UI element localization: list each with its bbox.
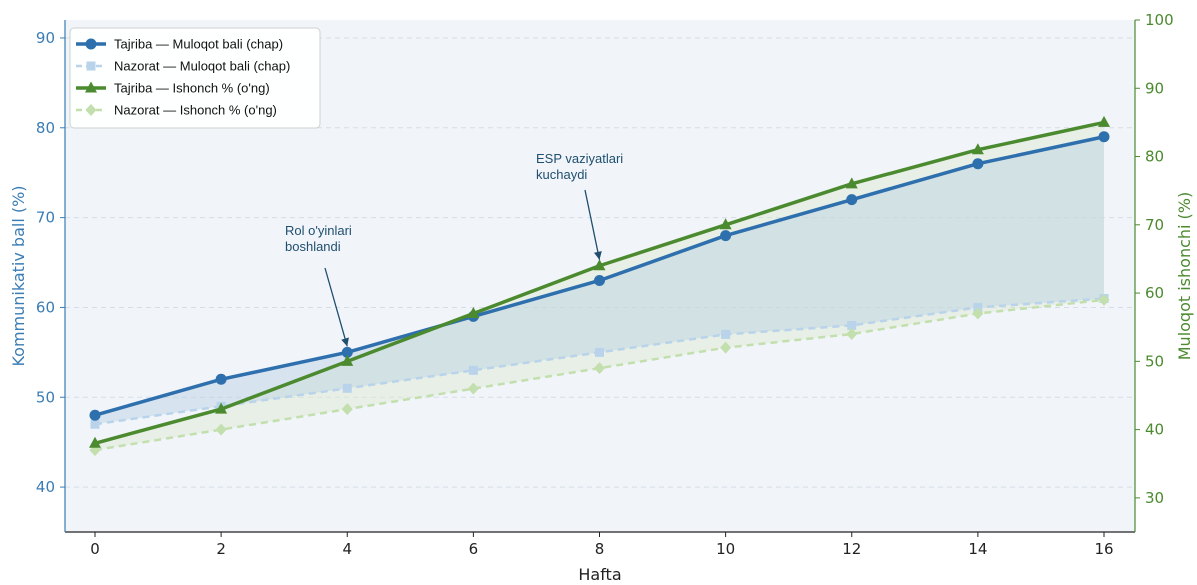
- data-point: [595, 347, 604, 357]
- data-point: [341, 403, 353, 416]
- tick-label: 2: [216, 540, 226, 558]
- legend-entry: Tajriba — Ishonch % (o'ng): [76, 81, 270, 96]
- annotation-text: ESP vaziyatlari: [536, 151, 623, 166]
- data-point: [341, 346, 353, 358]
- tick-label: 80: [36, 119, 55, 137]
- series-line: [94, 298, 1105, 452]
- data-point: [593, 259, 606, 271]
- legend-marker: [85, 81, 97, 93]
- tick-label: 0: [90, 540, 100, 558]
- data-point: [341, 354, 354, 366]
- tick-label: 12: [842, 540, 861, 558]
- data-point: [972, 158, 984, 170]
- annotation-arrowhead: [593, 251, 602, 260]
- legend-marker: [86, 61, 96, 71]
- tick-label: 70: [1145, 216, 1164, 234]
- data-point: [215, 402, 228, 414]
- data-point: [594, 362, 605, 375]
- annotation-arrow: [324, 267, 348, 347]
- legend-marker: [85, 104, 97, 116]
- tick-label: 40: [1145, 421, 1164, 439]
- legend-label: Nazorat — Ishonch % (o'ng): [114, 103, 277, 118]
- data-point: [720, 341, 732, 354]
- tick-label: 70: [36, 209, 55, 227]
- x-axis: 0 2 4 6 8 10 12 14 16: [90, 532, 1114, 558]
- legend-label: Nazorat — Muloqot bali (chap): [114, 59, 290, 74]
- data-point: [467, 382, 479, 395]
- legend-entry: Tajriba — Muloqot bali (chap): [76, 37, 283, 52]
- legend-entry: Nazorat — Muloqot bali (chap): [76, 59, 290, 74]
- data-point: [719, 218, 732, 230]
- tick-label: 60: [1145, 284, 1164, 302]
- data-point: [972, 307, 984, 320]
- tick-label: 50: [1145, 352, 1164, 370]
- annotation-text: Rol o'yinlari: [285, 223, 352, 238]
- annotation-arrowhead: [341, 337, 349, 347]
- data-point: [846, 328, 858, 341]
- legend-label: Tajriba — Ishonch % (o'ng): [114, 81, 270, 96]
- tick-label: 30: [1145, 489, 1164, 507]
- data-point: [468, 365, 478, 375]
- data-point: [215, 373, 227, 385]
- data-point: [973, 302, 983, 312]
- tick-label: 14: [968, 540, 987, 558]
- data-point: [845, 177, 858, 189]
- data-point: [467, 307, 480, 319]
- legend-entry: Nazorat — Ishonch % (o'ng): [76, 103, 277, 118]
- data-point: [594, 274, 605, 286]
- series-1: [89, 131, 1110, 421]
- data-point: [215, 423, 227, 436]
- tick-label: 50: [36, 388, 55, 406]
- grid: [65, 37, 1135, 488]
- tick-label: 10: [716, 540, 735, 558]
- series-3: [89, 115, 1110, 448]
- tick-label: 100: [1145, 11, 1174, 29]
- tick-label: 6: [469, 540, 479, 558]
- data-point: [721, 329, 731, 339]
- annotation-text: kuchaydi: [536, 167, 587, 182]
- data-point: [847, 320, 857, 330]
- tick-label: 8: [595, 540, 605, 558]
- tick-label: 4: [342, 540, 352, 558]
- right-axis-label: Muloqot ishonchi (%): [1175, 192, 1194, 361]
- tick-label: 60: [36, 298, 55, 316]
- legend-label: Tajriba — Muloqot bali (chap): [114, 37, 283, 52]
- tick-label: 16: [1094, 540, 1113, 558]
- tick-label: 40: [36, 478, 55, 496]
- legend-marker: [85, 38, 97, 50]
- right-axis: 30 40 50 60 70 80 90 100: [1135, 11, 1174, 507]
- data-point: [89, 436, 101, 448]
- data-point: [1098, 131, 1110, 143]
- data-point: [1098, 293, 1110, 306]
- data-point: [342, 383, 352, 393]
- data-point: [846, 194, 858, 206]
- annotation-text: boshlandi: [285, 239, 341, 254]
- data-point: [720, 230, 732, 242]
- data-point: [90, 419, 100, 429]
- legend: Tajriba — Muloqot bali (chap) Nazorat — M…: [69, 27, 321, 129]
- data-point: [971, 143, 984, 155]
- data-point: [1098, 115, 1110, 127]
- legend-box: [69, 27, 321, 129]
- series-layer: [89, 115, 1110, 457]
- left-axis-label: Kommunikativ ball (%): [9, 185, 28, 366]
- left-axis: 40 50 60 70 80 90: [36, 29, 65, 496]
- tick-label: 80: [1145, 148, 1164, 166]
- x-axis-label: Hafta: [578, 565, 621, 584]
- data-point: [89, 409, 101, 421]
- tick-label: 90: [36, 29, 55, 47]
- annotation-arrow: [584, 189, 601, 260]
- tick-label: 90: [1145, 79, 1164, 97]
